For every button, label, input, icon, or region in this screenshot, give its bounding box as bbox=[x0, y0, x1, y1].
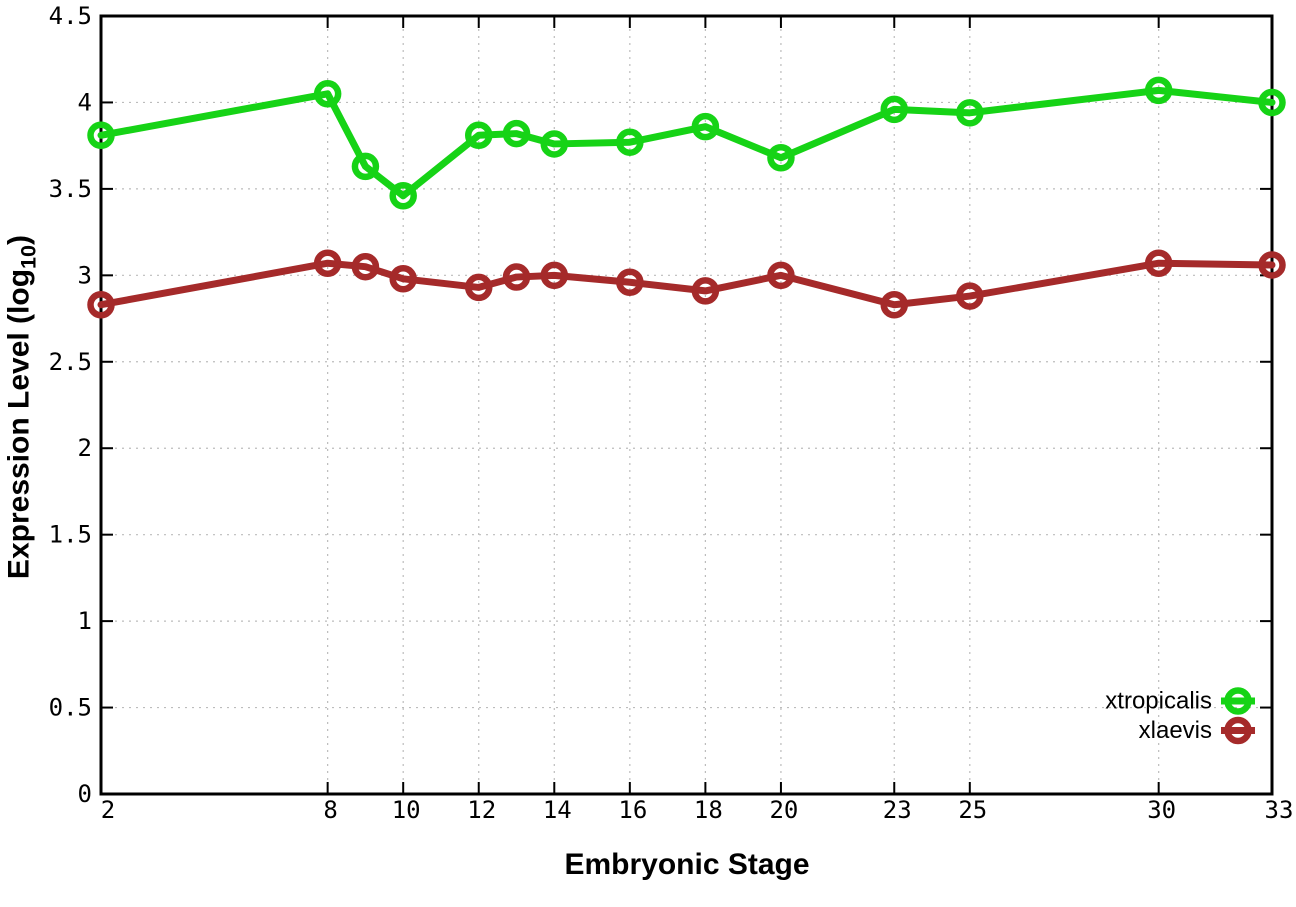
y-tick-label: 1 bbox=[78, 607, 92, 635]
data-point-xtropicalis bbox=[956, 99, 984, 127]
plot-border bbox=[99, 14, 1274, 796]
series-xtropicalis bbox=[87, 76, 1286, 210]
y-tick-label: 2.5 bbox=[49, 348, 92, 376]
data-point-xlaevis bbox=[880, 290, 909, 319]
data-point-xlaevis bbox=[691, 277, 720, 305]
y-tick-labels: 0 0.5 1 1.5 2 2.5 3 3.5 4 4.5 bbox=[49, 2, 92, 808]
data-point-xlaevis bbox=[502, 263, 531, 291]
x-axis-title: Embryonic Stage bbox=[564, 848, 810, 881]
data-point-xtropicalis bbox=[691, 112, 720, 141]
y-axis-title-subscript: 10 bbox=[15, 244, 41, 269]
data-point-xtropicalis bbox=[389, 182, 417, 210]
legend-label-xlaevis: xlaevis bbox=[1139, 717, 1212, 744]
x-tick-label: 12 bbox=[467, 796, 496, 824]
x-tick-label: 18 bbox=[694, 796, 723, 824]
series-xlaevis bbox=[87, 249, 1286, 319]
x-tick-label: 8 bbox=[323, 796, 337, 824]
data-point-xlaevis bbox=[464, 273, 493, 302]
data-point-xlaevis bbox=[389, 265, 417, 293]
legend-marker-xtropicalis bbox=[1224, 687, 1252, 715]
x-tick-label: 2 bbox=[101, 796, 115, 824]
data-point-xtropicalis bbox=[313, 80, 342, 108]
x-tick-label: 30 bbox=[1147, 796, 1176, 824]
x-tick-label: 16 bbox=[618, 796, 647, 824]
data-point-xtropicalis bbox=[87, 121, 115, 150]
data-point-xlaevis bbox=[767, 261, 795, 290]
data-point-xlaevis bbox=[616, 268, 644, 296]
series-line-xtropicalis bbox=[97, 86, 1276, 200]
x-tick-label: 33 bbox=[1265, 796, 1294, 824]
y-axis-title: Expression Level (log10) bbox=[3, 235, 42, 579]
y-tick-label: 3 bbox=[78, 261, 92, 289]
data-point-xtropicalis bbox=[880, 95, 909, 124]
data-point-xlaevis bbox=[540, 261, 569, 290]
y-tick-label: 0.5 bbox=[49, 694, 92, 722]
axis-ticks bbox=[100, 15, 1273, 795]
series-line-xlaevis bbox=[97, 259, 1276, 309]
legend-marker-xlaevis bbox=[1224, 716, 1252, 745]
data-point-xtropicalis bbox=[540, 130, 569, 158]
data-point-xtropicalis bbox=[502, 119, 531, 148]
x-tick-label: 14 bbox=[543, 796, 572, 824]
x-tick-label: 20 bbox=[769, 796, 798, 824]
data-point-xlaevis bbox=[956, 282, 984, 310]
y-axis-title-suffix: ) bbox=[2, 234, 36, 245]
data-point-xtropicalis bbox=[1258, 88, 1286, 117]
y-tick-label: 2 bbox=[78, 434, 92, 462]
data-point-xtropicalis bbox=[464, 121, 493, 150]
x-tick-label: 23 bbox=[883, 796, 912, 824]
data-point-xlaevis bbox=[1144, 249, 1173, 277]
x-tick-label: 25 bbox=[958, 796, 987, 824]
y-tick-label: 0 bbox=[78, 780, 92, 808]
data-point-xlaevis bbox=[1258, 251, 1286, 279]
x-tick-label: 10 bbox=[392, 796, 421, 824]
data-point-xlaevis bbox=[351, 252, 380, 281]
y-tick-label: 4.5 bbox=[49, 2, 92, 30]
x-tick-labels: 2 8 10 12 14 16 18 20 23 25 30 33 bbox=[101, 796, 1294, 824]
y-tick-label: 3.5 bbox=[49, 175, 92, 203]
data-point-xtropicalis bbox=[351, 152, 380, 181]
data-point-xtropicalis bbox=[616, 128, 644, 156]
data-point-xlaevis bbox=[87, 290, 115, 319]
y-tick-label: 4 bbox=[78, 88, 92, 116]
y-tick-label: 1.5 bbox=[49, 521, 92, 549]
data-point-xlaevis bbox=[313, 249, 342, 277]
data-point-xtropicalis bbox=[767, 144, 795, 172]
legend-label-xtropicalis: xtropicalis bbox=[1105, 688, 1212, 715]
y-axis-title-text: Expression Level (log bbox=[2, 268, 36, 580]
data-point-xtropicalis bbox=[1144, 76, 1173, 105]
